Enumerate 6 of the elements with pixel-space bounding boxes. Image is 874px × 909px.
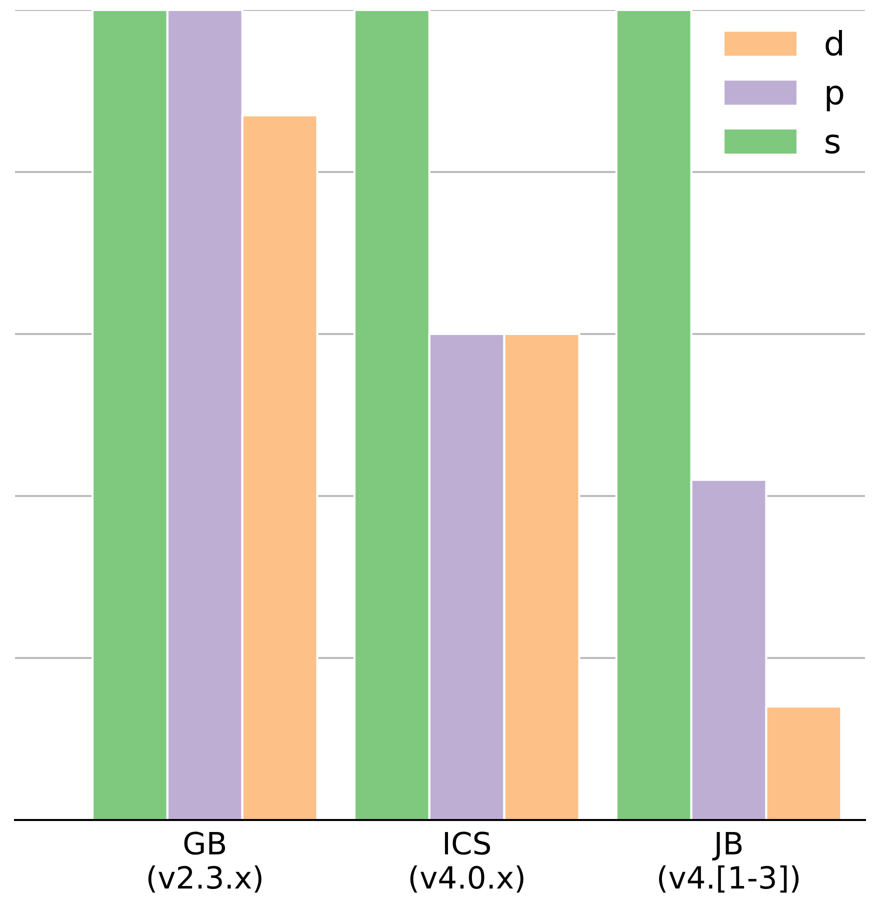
legend-label: p xyxy=(826,86,844,112)
legend-label: s xyxy=(826,134,840,154)
x-tick-label: GB (v2.3.x) xyxy=(148,832,262,893)
legend-label: d xyxy=(826,30,842,56)
x-tick-label: ICS (v4.0.x) xyxy=(410,832,524,893)
x-tick-label: JB (v4.[1-3]) xyxy=(659,832,799,893)
